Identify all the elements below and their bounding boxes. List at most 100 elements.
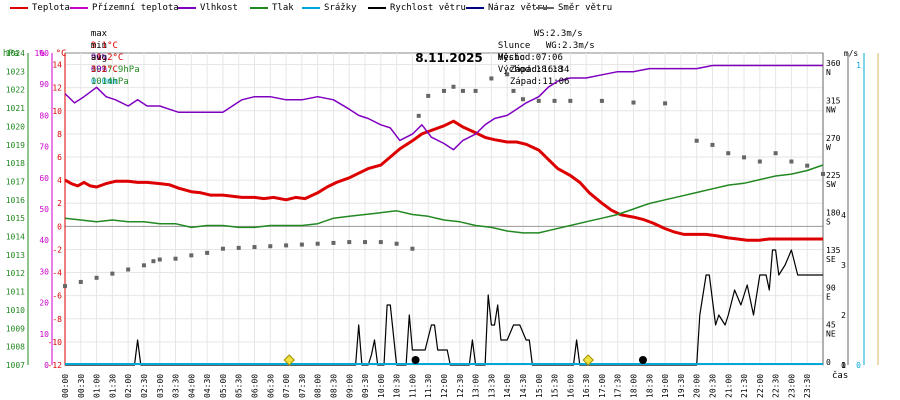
x-tick-label: 13:00 [472, 374, 481, 398]
direction-point [110, 271, 115, 276]
chart-title: 8.11.2025 [415, 51, 483, 65]
legend-swatch [250, 6, 268, 9]
stats-avg-row: avg 3.2°C [80, 40, 118, 76]
rain-tick-label: 0 [856, 361, 861, 370]
direction-tick-value: 0 [826, 358, 831, 367]
direction-point [94, 275, 99, 280]
direction-point [442, 88, 446, 93]
pressure-tick-label: 1012 [6, 269, 25, 278]
direction-point [805, 163, 810, 168]
legend-swatch [368, 6, 386, 9]
stats-max-row: max 9.1°C 96% 1017.9hPa 0.0mm [80, 16, 140, 88]
x-tick-label: 13:30 [487, 374, 496, 398]
sun-marker-icon [582, 354, 594, 366]
legend-label: Směr větru [558, 3, 613, 13]
temp-tick-label: 4 [57, 176, 62, 185]
direction-point [710, 142, 715, 147]
moon-marker-icon [638, 356, 647, 364]
sun-set: Západ:16:34 [509, 65, 570, 75]
pressure-tick-label: 1014 [6, 233, 25, 242]
direction-tick-cardinal: NE [826, 330, 836, 339]
x-tick-label: 15:30 [551, 374, 560, 398]
direction-point [789, 159, 794, 164]
direction-tick-cardinal: N [826, 68, 831, 77]
pressure-tick-label: 1011 [6, 288, 25, 297]
x-axis-label: čas [832, 370, 848, 381]
moon-rise: Východ:18:18 [497, 65, 563, 75]
direction-point [63, 284, 67, 289]
x-tick-label: 06:00 [251, 374, 260, 398]
x-tick-label: 19:00 [661, 374, 670, 398]
direction-point [416, 113, 421, 118]
direction-point [331, 240, 336, 245]
pressure-axis-unit: hPa [3, 49, 19, 59]
legend-label: Náraz větru [488, 3, 548, 13]
x-tick-label: 18:30 [645, 374, 654, 398]
humidity-tick-label: 70 [39, 143, 49, 152]
temp-tick-label: 0 [57, 222, 62, 231]
pressure-tick-label: 1010 [6, 306, 25, 315]
humidity-tick-label: 60 [39, 174, 49, 183]
wind-gust-value: WG:2.3m/s [545, 41, 595, 51]
sun-rise: Východ:07:06 [497, 53, 563, 63]
direction-point [347, 240, 352, 245]
x-tick-label: 00:30 [77, 374, 86, 398]
x-tick-label: 21:00 [724, 374, 733, 398]
x-tick-label: 08:30 [329, 374, 338, 398]
pressure-tick-label: 1008 [6, 343, 25, 352]
legend-item: Rychlost větru [368, 3, 466, 13]
direction-tick-cardinal: NW [826, 105, 836, 114]
direction-point [511, 88, 516, 93]
direction-tick-value: 135 [826, 246, 841, 255]
x-tick-label: 23:30 [803, 374, 812, 398]
legend-swatch [302, 6, 320, 9]
legend-item: Teplota [10, 3, 70, 13]
stats-avg-label: avg [90, 53, 108, 63]
wind-tick-label: 1 [841, 361, 846, 370]
wind-tick-label: 4 [841, 211, 846, 220]
series-line-vlhkost [64, 64, 823, 151]
direction-point [631, 100, 636, 105]
x-tick-label: 03:30 [172, 374, 181, 398]
legend-item: Směr větru [536, 3, 612, 13]
direction-point [299, 242, 304, 247]
legend-item: Tlak [250, 3, 294, 13]
series-line-tlak [64, 164, 824, 234]
chart-series [63, 64, 825, 366]
wind-info: WS:2.3m/s WG:2.3m/s [523, 16, 595, 52]
x-tick-label: 12:00 [440, 374, 449, 398]
direction-point [726, 151, 731, 156]
legend-item: Přízemní teplota [70, 3, 179, 13]
x-tick-label: 04:30 [203, 374, 212, 398]
pressure-tick-label: 1021 [6, 104, 25, 113]
x-tick-label: 20:00 [693, 374, 702, 398]
moon-marker-icon [411, 356, 420, 364]
x-tick-label: 12:30 [456, 374, 465, 398]
stats-max-label: max [90, 29, 108, 39]
x-tick-label: 07:30 [298, 374, 307, 398]
x-tick-label: 10:00 [377, 374, 386, 398]
direction-point [78, 279, 83, 284]
humidity-tick-label: 0 [44, 361, 49, 370]
stats-max-humidity: 96% [90, 53, 108, 63]
legend-label: Teplota [32, 3, 70, 13]
direction-point [520, 97, 525, 102]
stats-min-pressure: 1014hPa [90, 77, 129, 87]
x-tick-label: 23:00 [787, 374, 796, 398]
direction-point [205, 250, 210, 255]
legend-label: Přízemní teplota [92, 3, 179, 13]
stats-max-temp: 9.1°C [90, 41, 118, 51]
x-tick-label: 04:00 [187, 374, 196, 398]
direction-point [451, 84, 456, 89]
direction-point [126, 267, 131, 272]
direction-point [694, 138, 699, 143]
direction-point [821, 171, 825, 176]
wind-speed-value: WS:2.3m/s [533, 29, 583, 39]
chart-grid [64, 53, 823, 366]
x-tick-label: 16:30 [582, 374, 591, 398]
legend-item: Vlhkost [178, 3, 238, 13]
x-tick-label: 11:30 [424, 374, 433, 398]
x-tick-label: 05:30 [235, 374, 244, 398]
direction-point [252, 245, 257, 250]
temp-tick-label: -10 [48, 338, 63, 347]
